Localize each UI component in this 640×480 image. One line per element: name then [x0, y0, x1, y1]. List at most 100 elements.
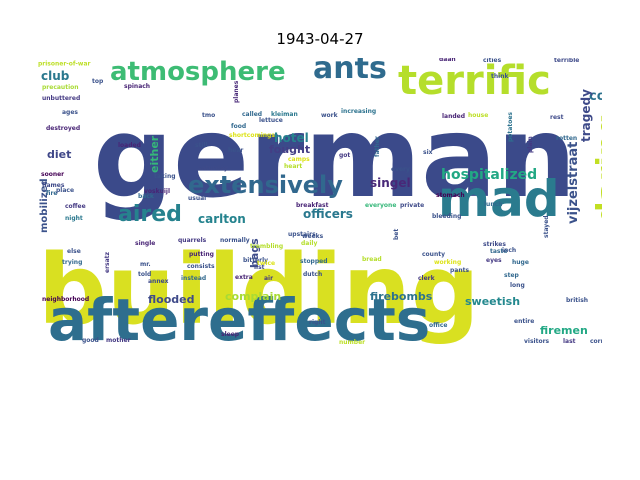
cloud-word-precaution: precaution	[42, 84, 79, 91]
cloud-word-weeks: weeks	[302, 233, 324, 240]
cloud-word-entire: entire	[514, 318, 534, 325]
cloud-word-complain: complain	[225, 290, 281, 303]
cloud-word-daring: daring	[591, 113, 602, 223]
cloud-word-atmosphere: atmosphere	[110, 58, 286, 87]
cloud-word-either: either	[148, 135, 161, 173]
cloud-word-terrible: terrible	[554, 58, 579, 64]
cloud-word-bleeding: bleeding	[432, 213, 461, 220]
cloud-word-hotel: hotel	[274, 131, 309, 145]
cloud-word-shortcomings: shortcomings	[229, 132, 275, 139]
cloud-word-hear: hear	[228, 147, 243, 154]
cloud-word-coffee: coffee	[65, 203, 86, 210]
cloud-word-stomach: stomach	[436, 192, 465, 199]
cloud-word-step: step	[504, 272, 520, 279]
cloud-word-lunch: lunch	[484, 201, 502, 208]
cloud-word-destroyed: destroyed	[46, 125, 80, 132]
cloud-word-instead: instead	[181, 275, 206, 282]
cloud-word-stayed: stayed	[543, 215, 550, 238]
cloud-word-aired: aired	[118, 202, 182, 227]
cloud-word-fought: fought	[269, 143, 310, 156]
word-cloud: german building aftereffects mad terrific atm…	[38, 58, 602, 344]
cloud-word-ersatz: ersatz	[104, 251, 111, 273]
cloud-word-mad: mad	[438, 170, 560, 228]
cloud-word-county: county	[422, 251, 445, 258]
cloud-word-six: six	[423, 149, 433, 156]
cloud-word-usual: usual	[188, 195, 206, 202]
cloud-word-night: night	[65, 215, 83, 222]
cloud-word-private: private	[400, 202, 424, 209]
cloud-word-daily: daily	[301, 240, 317, 247]
cloud-word-unbuttered: unbuttered	[42, 95, 80, 102]
cloud-word-else: else	[67, 248, 81, 255]
cloud-word-terrific: terrific	[398, 58, 551, 104]
cloud-word-club: club	[41, 69, 70, 83]
cloud-word-sleep: sleep	[221, 331, 240, 338]
cloud-word-office: office	[429, 322, 447, 329]
cloud-word-daan: daan	[439, 58, 456, 63]
cloud-word-plain: plain	[527, 136, 534, 153]
cloud-word-long: long	[510, 282, 525, 289]
cloud-word-everyone: everyone	[365, 202, 396, 209]
cloud-word-saturday: saturday	[198, 165, 228, 172]
cloud-word-extensively: extensively	[188, 171, 343, 199]
cloud-word-ages: ages	[62, 109, 78, 116]
cloud-word-got: got	[339, 152, 350, 159]
cloud-word-singel: singel	[370, 176, 411, 190]
cloud-word-tmo: tmo	[202, 112, 215, 119]
cloud-word-corner: corner	[590, 338, 602, 344]
cloud-word-father: father	[374, 136, 381, 157]
cloud-word-still: still	[195, 142, 208, 149]
cloud-word-cities: cities	[483, 58, 502, 64]
cloud-word-number: number	[339, 339, 365, 344]
cloud-word-clerk: clerk	[418, 275, 436, 282]
cloud-word-vijzelstraat: vijzelstraat	[566, 142, 581, 224]
cloud-word-carlton: carlton	[198, 212, 246, 226]
cloud-word-visitors: visitors	[524, 338, 550, 344]
cloud-word-bet: bet	[393, 229, 400, 240]
cloud-word-extra: extra	[235, 274, 253, 281]
cloud-word-aftereffects: aftereffects	[48, 286, 430, 344]
cloud-word-trying: trying	[62, 259, 82, 266]
cloud-word-hospitalized: hospitalized	[441, 167, 537, 183]
cloud-word-potatoes: potatoes	[507, 112, 514, 142]
cloud-word-bread: bread	[362, 256, 382, 263]
cloud-word-ants: ants	[313, 58, 387, 86]
cloud-word-normally: normally	[220, 237, 250, 244]
cloud-word-rest: rest	[550, 114, 564, 121]
cloud-word-bitterly: bitterly	[243, 257, 268, 264]
cloud-word-single: single	[135, 240, 155, 247]
cloud-word-place: place	[56, 187, 74, 194]
cloud-word-planes: planes	[233, 80, 240, 103]
cloud-word-huge: huge	[512, 259, 529, 266]
cloud-word-british: british	[566, 297, 588, 304]
cloud-word-taking: taking	[154, 173, 176, 180]
cloud-word-bags: bags	[248, 238, 261, 268]
cloud-word-rotten: rotten	[556, 135, 577, 142]
cloud-word-tragedy: tragedy	[579, 89, 593, 142]
cloud-word-consists: consists	[187, 263, 215, 270]
cloud-word-work: work	[321, 112, 339, 119]
cloud-word-flames: flames	[42, 182, 65, 189]
cloud-word-last: last	[563, 338, 576, 344]
cloud-word-annex: annex	[148, 278, 169, 285]
cloud-word-mr-: mr.	[140, 261, 151, 268]
cloud-word-officers: officers	[303, 207, 353, 221]
cloud-word-spinach: spinach	[124, 83, 150, 90]
cloud-word-prisoner-of-war: prisoner-of-war	[38, 60, 91, 67]
cloud-word-invasion: invasion	[520, 140, 527, 168]
cloud-word-diet: diet	[47, 148, 71, 161]
cloud-word-working: working	[434, 259, 461, 266]
cloud-word-food: food	[231, 123, 246, 130]
cloud-word-told: told	[138, 271, 151, 278]
cloud-word-sooner: sooner	[41, 171, 64, 178]
cloud-word-neighborhood: neighborhood	[42, 296, 89, 303]
cloud-word-stopped: stopped	[300, 258, 328, 265]
cloud-word-quarrels: quarrels	[178, 237, 207, 244]
cloud-word-landed: landed	[442, 113, 465, 120]
cloud-word-back: back	[138, 193, 155, 200]
cloud-word-right: right	[309, 319, 326, 326]
cloud-word-flooded: flooded	[148, 293, 194, 306]
cloud-word-eyes: eyes	[486, 257, 502, 264]
cloud-word-good: good	[82, 337, 99, 344]
cloud-word-list: list	[254, 264, 265, 271]
